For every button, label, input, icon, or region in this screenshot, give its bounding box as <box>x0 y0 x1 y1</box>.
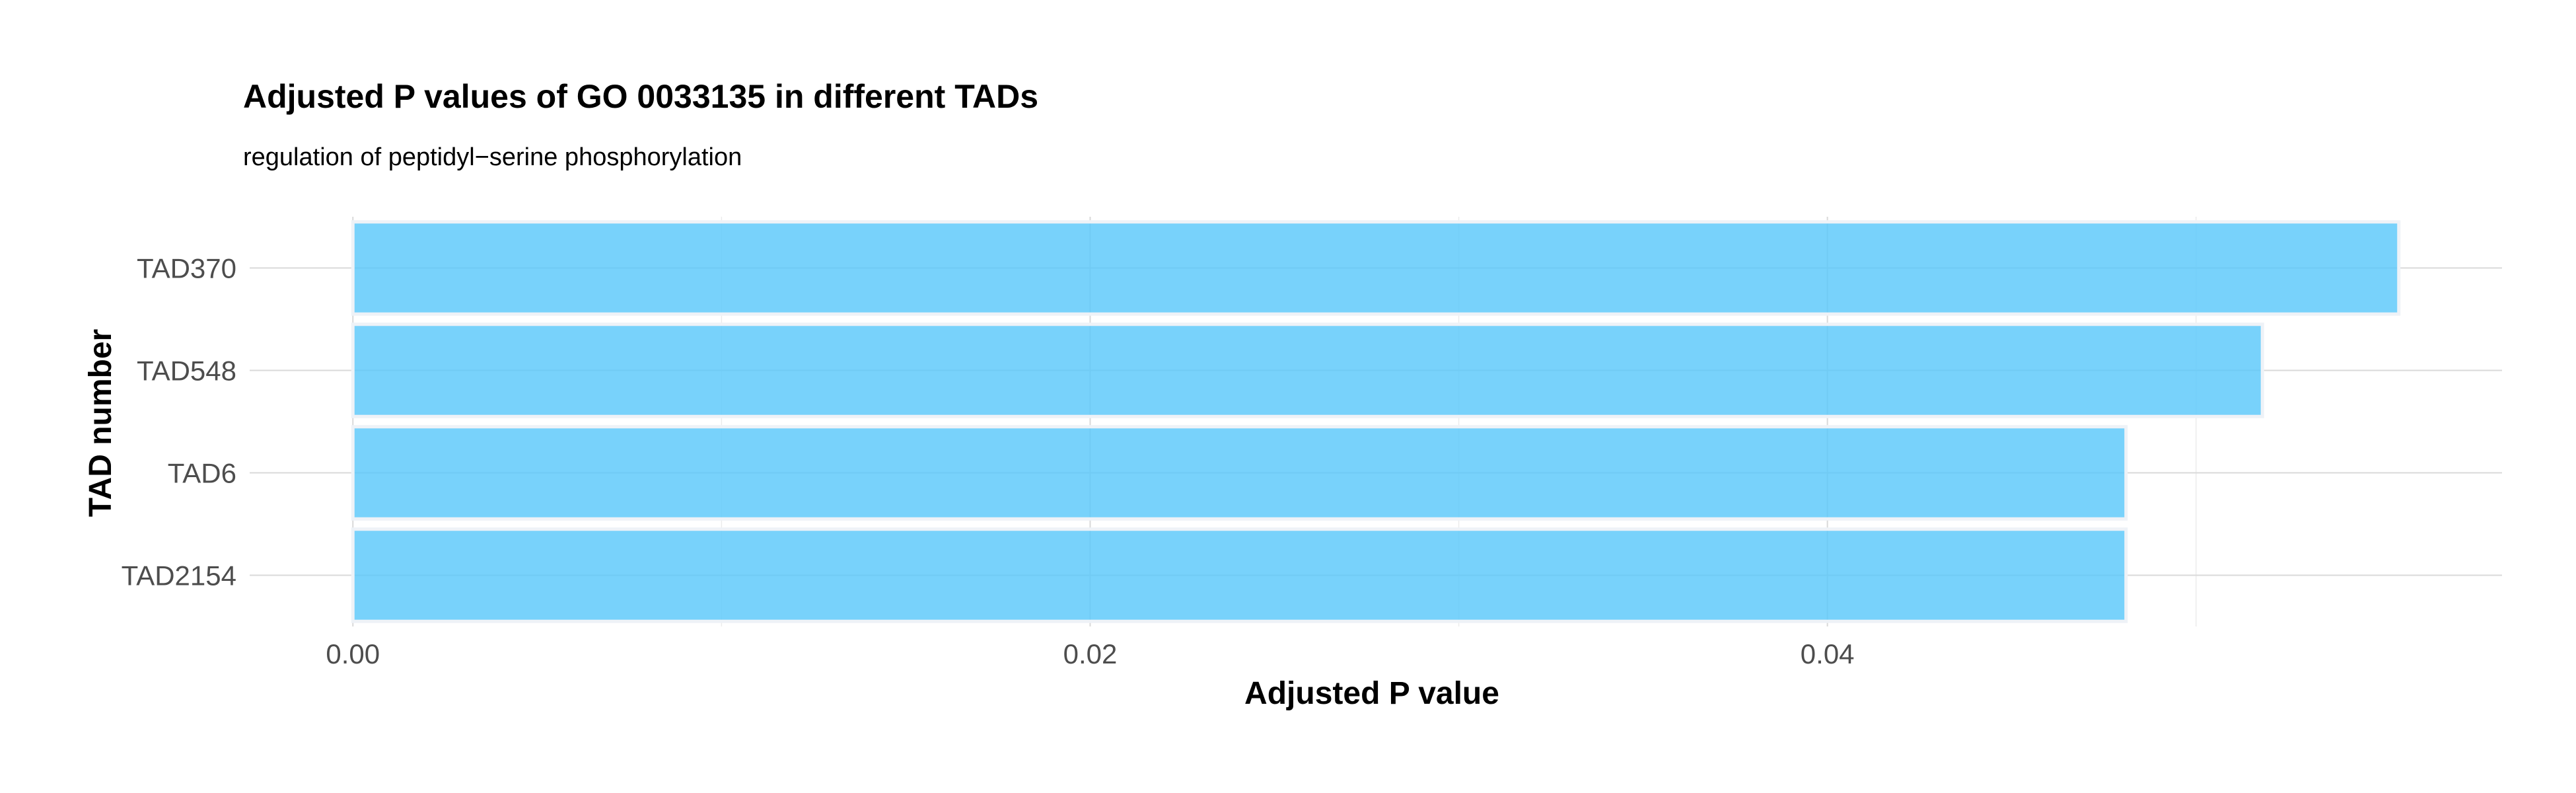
y-tick-label: TAD548 <box>137 356 236 387</box>
x-tick-label: 0.00 <box>326 638 380 669</box>
chart-subtitle: regulation of peptidyl−serine phosphoryl… <box>243 143 742 171</box>
y-tick-label: TAD2154 <box>122 560 236 591</box>
bar-tad370 <box>351 220 2401 316</box>
x-tick-labels: 0.00 0.02 0.04 <box>326 638 1854 669</box>
x-tick-label: 0.04 <box>1801 638 1855 669</box>
y-tick-label: TAD370 <box>137 253 236 284</box>
y-tick-label: TAD6 <box>168 458 236 489</box>
bars <box>351 220 2401 623</box>
x-axis-title: Adjusted P value <box>1244 676 1499 711</box>
x-tick-label: 0.02 <box>1063 638 1118 669</box>
bar-tad6 <box>351 425 2128 521</box>
y-tick-labels: TAD370 TAD548 TAD6 TAD2154 <box>122 253 236 591</box>
y-axis-title: TAD number <box>83 329 118 517</box>
bar-tad2154 <box>351 527 2128 623</box>
chart-title: Adjusted P values of GO 0033135 in diffe… <box>243 78 1038 115</box>
bar-tad548 <box>351 322 2264 418</box>
